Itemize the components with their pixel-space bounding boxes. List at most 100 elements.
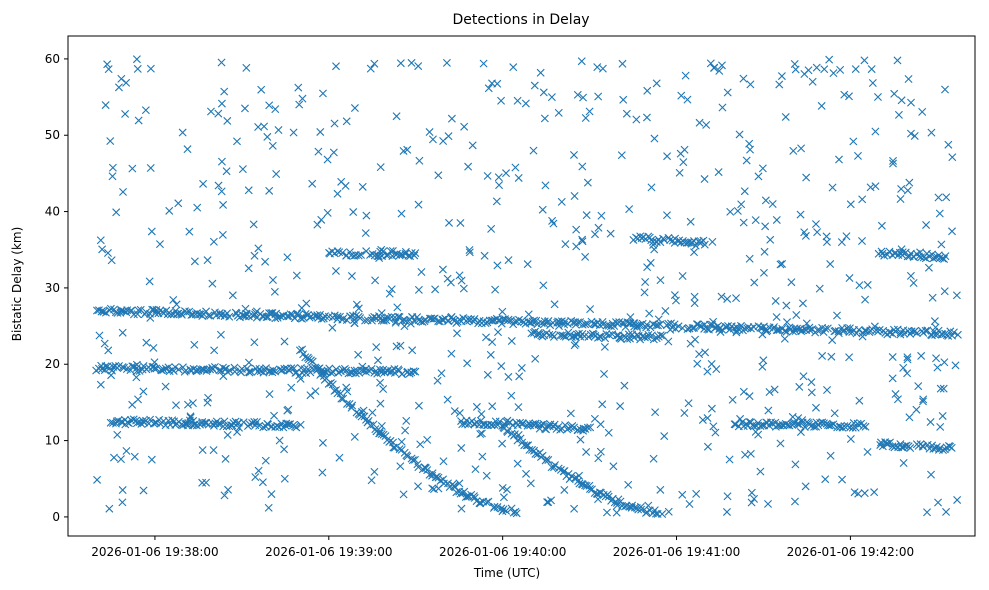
data-point xyxy=(96,380,105,389)
chart-title: Detections in Delay xyxy=(452,12,589,28)
data-point xyxy=(750,278,759,287)
data-point xyxy=(134,306,143,315)
data-point xyxy=(723,492,732,501)
data-point xyxy=(664,507,673,516)
data-point xyxy=(714,168,723,177)
data-point xyxy=(93,475,102,484)
data-point xyxy=(456,489,465,498)
data-point xyxy=(350,432,359,441)
data-point xyxy=(675,168,684,177)
data-point xyxy=(395,445,404,454)
data-point xyxy=(660,432,669,441)
data-point xyxy=(351,369,360,378)
data-point xyxy=(510,317,519,326)
data-point xyxy=(257,85,266,94)
data-point xyxy=(576,435,585,444)
data-point xyxy=(414,200,423,209)
data-point xyxy=(330,119,339,128)
data-point xyxy=(615,318,624,327)
data-point xyxy=(261,257,270,266)
data-point xyxy=(582,211,591,220)
data-point xyxy=(270,287,279,296)
data-point xyxy=(772,313,781,322)
plot-area xyxy=(67,35,976,537)
data-point xyxy=(491,285,500,294)
data-point xyxy=(373,369,382,378)
data-point xyxy=(185,227,194,236)
data-point xyxy=(134,116,143,125)
data-point xyxy=(544,498,553,507)
data-point xyxy=(121,109,130,118)
data-point xyxy=(379,247,388,256)
x-tick-label: 2026-01-06 19:41:00 xyxy=(613,545,740,559)
data-point xyxy=(254,466,263,475)
data-point xyxy=(656,276,665,285)
data-point xyxy=(369,420,378,429)
data-point xyxy=(571,339,580,348)
data-point xyxy=(437,369,446,378)
data-point xyxy=(166,310,175,319)
data-point xyxy=(723,294,732,303)
data-point xyxy=(615,333,624,342)
data-point xyxy=(797,144,806,153)
data-point xyxy=(617,151,626,160)
data-point xyxy=(439,136,448,145)
data-point xyxy=(182,308,191,317)
data-point xyxy=(700,175,709,184)
data-point xyxy=(469,492,478,501)
data-point xyxy=(818,418,827,427)
data-point xyxy=(296,374,305,383)
data-point xyxy=(517,316,526,325)
data-point xyxy=(951,361,960,370)
data-point xyxy=(903,186,912,195)
data-point xyxy=(376,399,385,408)
data-point xyxy=(105,504,114,513)
data-point xyxy=(686,217,695,226)
data-point xyxy=(581,424,590,433)
data-point xyxy=(146,64,155,73)
data-point xyxy=(610,498,619,507)
data-point xyxy=(313,220,322,229)
data-point xyxy=(867,65,876,74)
data-point xyxy=(122,446,131,455)
data-point xyxy=(386,247,395,256)
data-point xyxy=(772,215,781,224)
data-point xyxy=(828,183,837,192)
data-point xyxy=(547,93,556,102)
data-point xyxy=(507,391,516,400)
data-point xyxy=(693,359,702,368)
data-point xyxy=(827,352,836,361)
data-point xyxy=(733,206,742,215)
data-point xyxy=(873,93,882,101)
data-point xyxy=(186,413,195,422)
data-point xyxy=(268,276,277,285)
data-point xyxy=(732,328,741,337)
y-axis-label: Bistatic Delay (km) xyxy=(10,227,24,342)
data-point xyxy=(103,249,112,258)
data-point xyxy=(746,80,755,89)
data-point xyxy=(761,196,770,205)
data-point xyxy=(214,109,223,118)
data-point xyxy=(776,421,785,430)
data-point xyxy=(416,317,425,326)
y-tick-label: 20 xyxy=(45,357,60,371)
data-point xyxy=(503,416,512,425)
data-point xyxy=(241,312,250,321)
data-point xyxy=(392,112,401,121)
data-point xyxy=(644,330,653,339)
data-point xyxy=(736,414,745,423)
data-point xyxy=(375,254,384,263)
data-point xyxy=(859,422,868,431)
data-point xyxy=(333,312,342,321)
data-point xyxy=(228,291,237,300)
data-point xyxy=(715,66,724,75)
data-point xyxy=(658,510,667,519)
data-point xyxy=(455,479,464,488)
data-point xyxy=(225,366,234,375)
data-point xyxy=(225,312,234,321)
data-point xyxy=(573,90,582,99)
data-point xyxy=(718,103,727,112)
data-point xyxy=(208,279,217,288)
data-point xyxy=(651,509,660,518)
